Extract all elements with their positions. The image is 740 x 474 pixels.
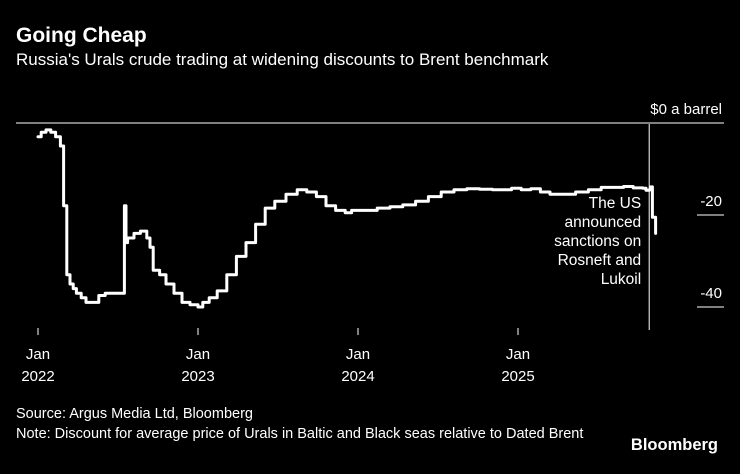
x-axis: Jan 2022 Jan 2023 Jan 2024 Jan 2025 [21,328,535,385]
annotation-line-4: Lukoil [601,271,642,288]
series-line-0 [36,128,658,309]
x-tick-month-0: Jan [26,346,50,363]
annotation-layer: The US announced sanctions on Rosneft and Lu… [554,124,650,330]
y-tick-label-zero: $0 a barrel [650,101,722,118]
methodology-note: Note: Discount for average price of Ural… [16,426,584,442]
annotation-line-1: announced [564,214,641,231]
x-tick-year-3: 2025 [501,368,534,385]
x-tick-year-1: 2023 [181,368,214,385]
annotation-line-3: Rosneft and [558,252,642,269]
urals-discount-chart: $0 a barrel-20-40 Jan2022Jan2023Jan2024J… [16,101,724,385]
chart-title: Going Cheap [16,24,147,47]
grid-layer: $0 a barrel -20 -40 [16,101,724,308]
x-tick-month-3: Jan [506,346,530,363]
bloomberg-logo: Bloomberg [630,436,718,454]
y-tick-label-2: -40 [700,285,722,302]
series-layer [36,128,658,309]
chart-subtitle: Russia's Urals crude trading at widening… [16,50,549,69]
x-tick-month-1: Jan [186,346,210,363]
y-tick-label-1: -20 [700,193,722,210]
annotation-line-0: The US [589,195,642,212]
x-tick-year-2: 2024 [341,368,374,385]
x-tick-year-0: 2022 [21,368,54,385]
annotation-line-2: sanctions on [554,233,641,250]
source-note: Source: Argus Media Ltd, Bloomberg [16,406,253,422]
x-tick-month-2: Jan [346,346,370,363]
